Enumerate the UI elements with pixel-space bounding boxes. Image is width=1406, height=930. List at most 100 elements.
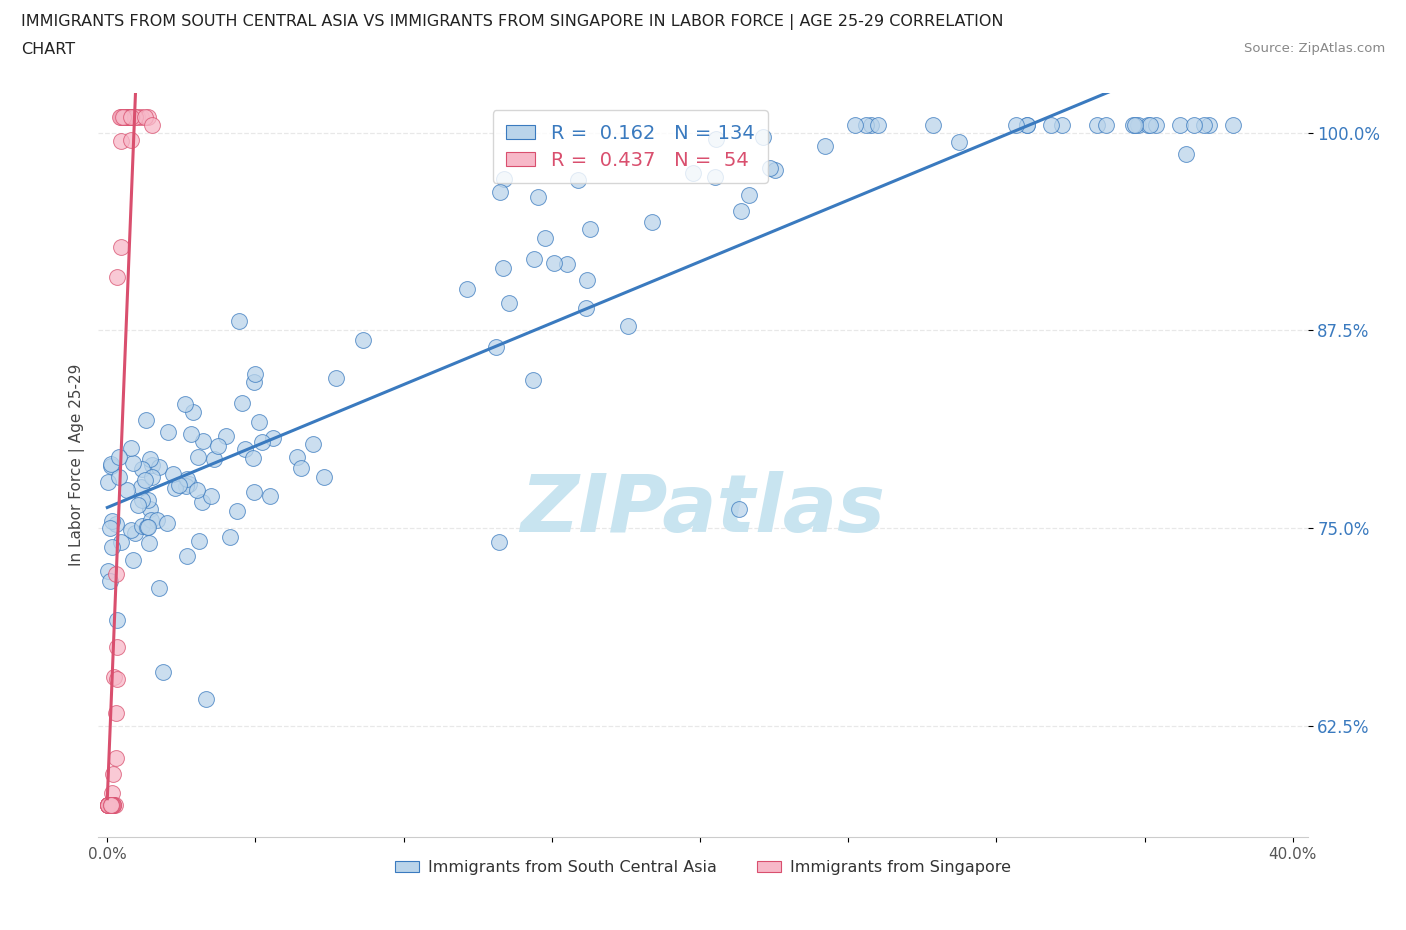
Point: [245, 366, 267, 381]
Point: [136, 110, 159, 125]
Point: [1144, 117, 1167, 132]
Point: [118, 110, 141, 125]
Point: [120, 110, 142, 125]
Point: [177, 476, 200, 491]
Point: [100, 458, 122, 473]
Point: [111, 110, 134, 125]
Point: [101, 798, 124, 813]
Point: [191, 495, 214, 510]
Point: [1052, 117, 1074, 132]
Point: [114, 110, 136, 125]
Point: [134, 110, 156, 125]
Point: [225, 503, 247, 518]
Point: [488, 534, 510, 549]
Point: [112, 110, 135, 125]
Point: [301, 436, 323, 451]
Point: [127, 498, 149, 512]
Point: [141, 458, 163, 472]
Point: [96, 798, 118, 813]
Point: [121, 456, 143, 471]
Point: [100, 798, 122, 813]
Point: [1222, 117, 1244, 132]
Point: [98, 798, 121, 813]
Point: [682, 166, 704, 180]
Point: [157, 424, 180, 439]
Point: [110, 534, 132, 549]
Point: [814, 139, 837, 153]
Point: [1085, 117, 1108, 132]
Y-axis label: In Labor Force | Age 25-29: In Labor Force | Age 25-29: [69, 364, 84, 566]
Point: [948, 135, 970, 150]
Text: ZIPatlas: ZIPatlas: [520, 471, 886, 549]
Point: [523, 252, 546, 267]
Point: [169, 478, 191, 493]
Point: [129, 110, 152, 125]
Point: [290, 460, 312, 475]
Legend: Immigrants from South Central Asia, Immigrants from Singapore: Immigrants from South Central Asia, Immi…: [388, 854, 1018, 881]
Point: [844, 117, 866, 132]
Point: [112, 110, 135, 125]
Point: [120, 110, 142, 125]
Point: [135, 520, 157, 535]
Point: [110, 239, 132, 254]
Point: [855, 117, 877, 132]
Point: [641, 215, 664, 230]
Point: [207, 438, 229, 453]
Point: [730, 203, 752, 218]
Point: [1123, 117, 1146, 132]
Point: [98, 574, 121, 589]
Point: [100, 798, 122, 813]
Point: [456, 282, 478, 297]
Point: [120, 110, 142, 125]
Point: [100, 798, 122, 813]
Point: [110, 134, 132, 149]
Point: [180, 427, 202, 442]
Point: [868, 117, 890, 132]
Point: [285, 449, 308, 464]
Point: [152, 664, 174, 679]
Point: [492, 260, 515, 275]
Point: [1174, 147, 1197, 162]
Point: [139, 501, 162, 516]
Point: [704, 169, 727, 184]
Point: [124, 110, 146, 125]
Point: [195, 692, 218, 707]
Point: [141, 513, 163, 528]
Point: [134, 472, 156, 487]
Point: [262, 431, 284, 445]
Point: [105, 751, 128, 765]
Point: [1168, 117, 1191, 132]
Point: [131, 493, 153, 508]
Point: [576, 273, 599, 288]
Point: [921, 117, 943, 132]
Point: [135, 412, 157, 427]
Point: [228, 313, 250, 328]
Point: [579, 221, 602, 236]
Point: [243, 375, 266, 390]
Point: [108, 449, 131, 464]
Point: [259, 489, 281, 504]
Point: [115, 483, 138, 498]
Point: [98, 798, 121, 813]
Point: [110, 110, 132, 125]
Point: [567, 172, 589, 187]
Point: [97, 564, 120, 578]
Point: [120, 523, 142, 538]
Point: [131, 462, 153, 477]
Point: [176, 549, 198, 564]
Point: [543, 256, 565, 271]
Point: [533, 231, 555, 246]
Point: [101, 798, 124, 813]
Point: [176, 472, 198, 486]
Point: [728, 501, 751, 516]
Text: CHART: CHART: [21, 42, 75, 57]
Point: [101, 513, 124, 528]
Point: [141, 117, 163, 132]
Point: [522, 373, 544, 388]
Point: [219, 529, 242, 544]
Point: [104, 798, 127, 813]
Point: [100, 457, 122, 472]
Point: [174, 479, 197, 494]
Point: [112, 110, 135, 125]
Point: [492, 171, 515, 186]
